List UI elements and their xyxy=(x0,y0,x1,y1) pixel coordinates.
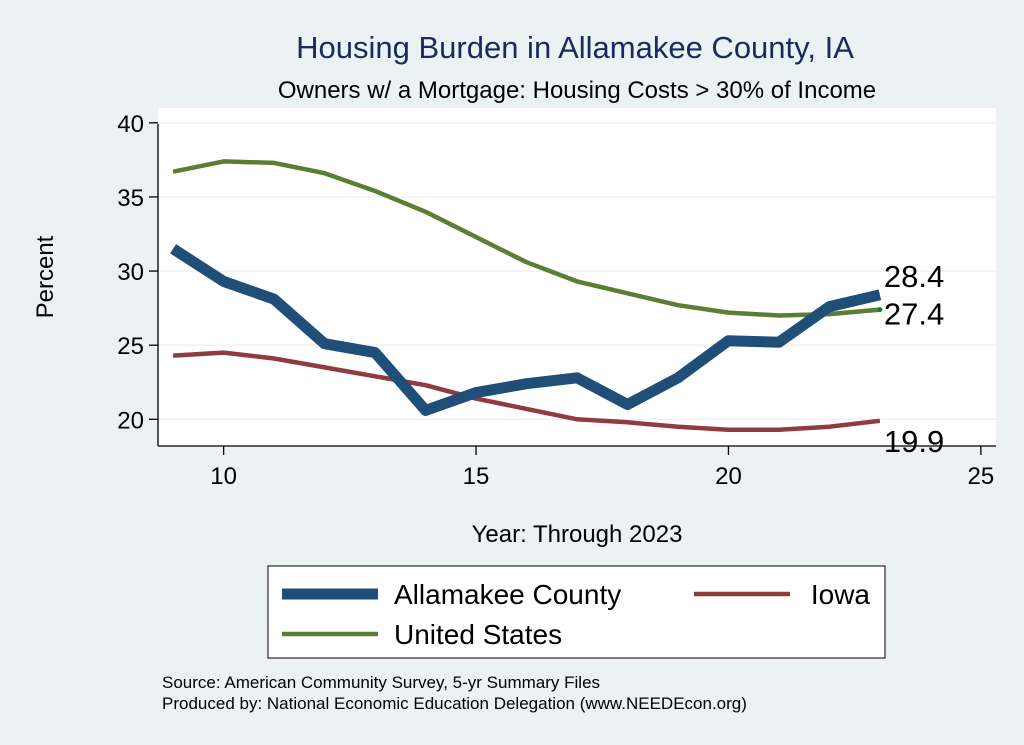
legend-label-allamakee-county: Allamakee County xyxy=(394,579,621,610)
producer-note: Produced by: National Economic Education… xyxy=(162,694,747,713)
source-note: Source: American Community Survey, 5-yr … xyxy=(162,673,600,692)
series-line-united-states xyxy=(172,159,881,318)
plot-area xyxy=(158,108,996,446)
series-line-allamakee-county xyxy=(170,244,882,416)
chart-subtitle: Owners w/ a Mortgage: Housing Costs > 30… xyxy=(278,77,876,104)
y-tick-label: 20 xyxy=(117,407,144,434)
x-tick-label: 15 xyxy=(463,463,490,490)
end-label-united-states: 27.4 xyxy=(884,297,944,332)
legend-label-iowa: Iowa xyxy=(811,579,871,610)
axes: 20 25 30 35 40 10 15 20 25 xyxy=(117,111,996,490)
end-label-allamakee-county: 28.4 xyxy=(884,259,944,294)
end-labels: 28.4 19.9 27.4 xyxy=(877,259,944,459)
y-tick-label: 35 xyxy=(117,185,144,212)
y-tick-label: 30 xyxy=(117,259,144,286)
legend: Allamakee County Iowa United States xyxy=(282,579,870,650)
series-line-iowa xyxy=(172,350,881,432)
y-axis-title: Percent xyxy=(32,235,59,318)
series-lines xyxy=(170,159,882,432)
end-label-iowa: 19.9 xyxy=(884,424,944,459)
legend-box xyxy=(267,565,886,659)
x-axis-title: Year: Through 2023 xyxy=(472,521,683,548)
y-tick-label: 40 xyxy=(117,111,144,138)
x-tick-label: 20 xyxy=(715,463,742,490)
chart-title: Housing Burden in Allamakee County, IA xyxy=(296,30,854,65)
x-tick-label: 10 xyxy=(210,463,237,490)
y-tick-label: 25 xyxy=(117,333,144,360)
legend-label-united-states: United States xyxy=(394,619,562,650)
gridlines xyxy=(158,122,996,420)
end-marker-united-states xyxy=(877,307,883,313)
x-tick-label: 25 xyxy=(968,463,995,490)
